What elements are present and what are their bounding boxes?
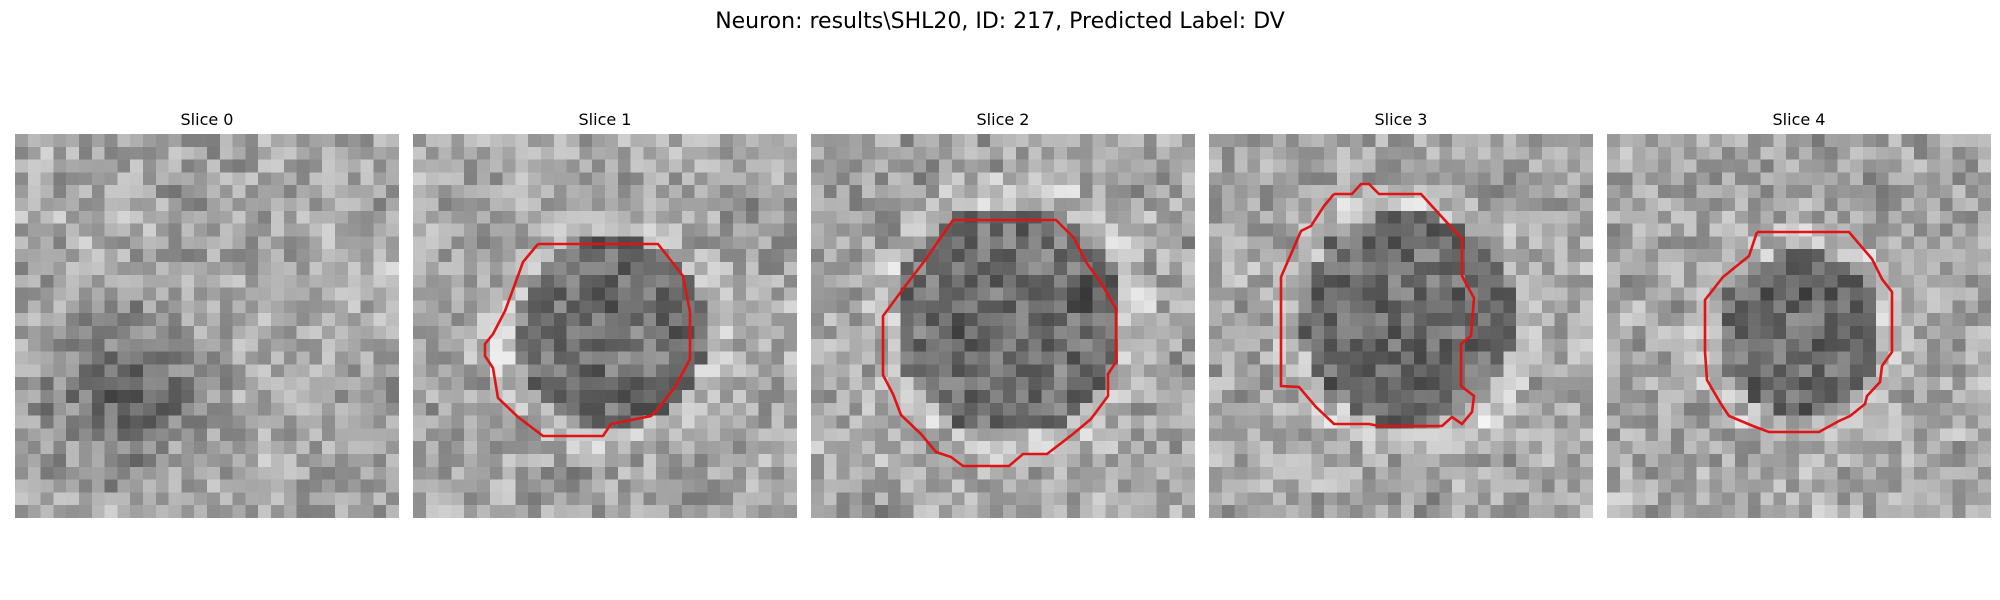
slice-title: Slice 3 — [1374, 110, 1428, 129]
roi-overlay — [881, 218, 1118, 468]
slice-title: Slice 0 — [180, 110, 234, 129]
roi-contour — [1703, 230, 1894, 434]
figure-title: Neuron: results\SHL20, ID: 217, Predicte… — [715, 9, 1285, 34]
roi-overlay — [483, 242, 692, 438]
slice-title: Slice 4 — [1772, 110, 1826, 129]
roi-contour — [483, 242, 692, 438]
grayscale-pixel-image — [15, 134, 399, 518]
grayscale-pixel-image — [1607, 134, 1991, 518]
roi-contour — [1279, 182, 1476, 428]
slice-image — [413, 134, 797, 518]
slice-image — [1209, 134, 1593, 518]
slice-title: Slice 1 — [578, 110, 632, 129]
grayscale-pixel-image — [811, 134, 1195, 518]
slice-image — [1607, 134, 1991, 518]
roi-contour — [881, 218, 1118, 468]
slice-title: Slice 2 — [976, 110, 1030, 129]
grayscale-pixel-image — [1209, 134, 1593, 518]
slice-image — [15, 134, 399, 518]
roi-overlay — [1279, 182, 1476, 428]
roi-overlay — [1703, 230, 1894, 434]
slice-image — [811, 134, 1195, 518]
grayscale-pixel-image — [413, 134, 797, 518]
